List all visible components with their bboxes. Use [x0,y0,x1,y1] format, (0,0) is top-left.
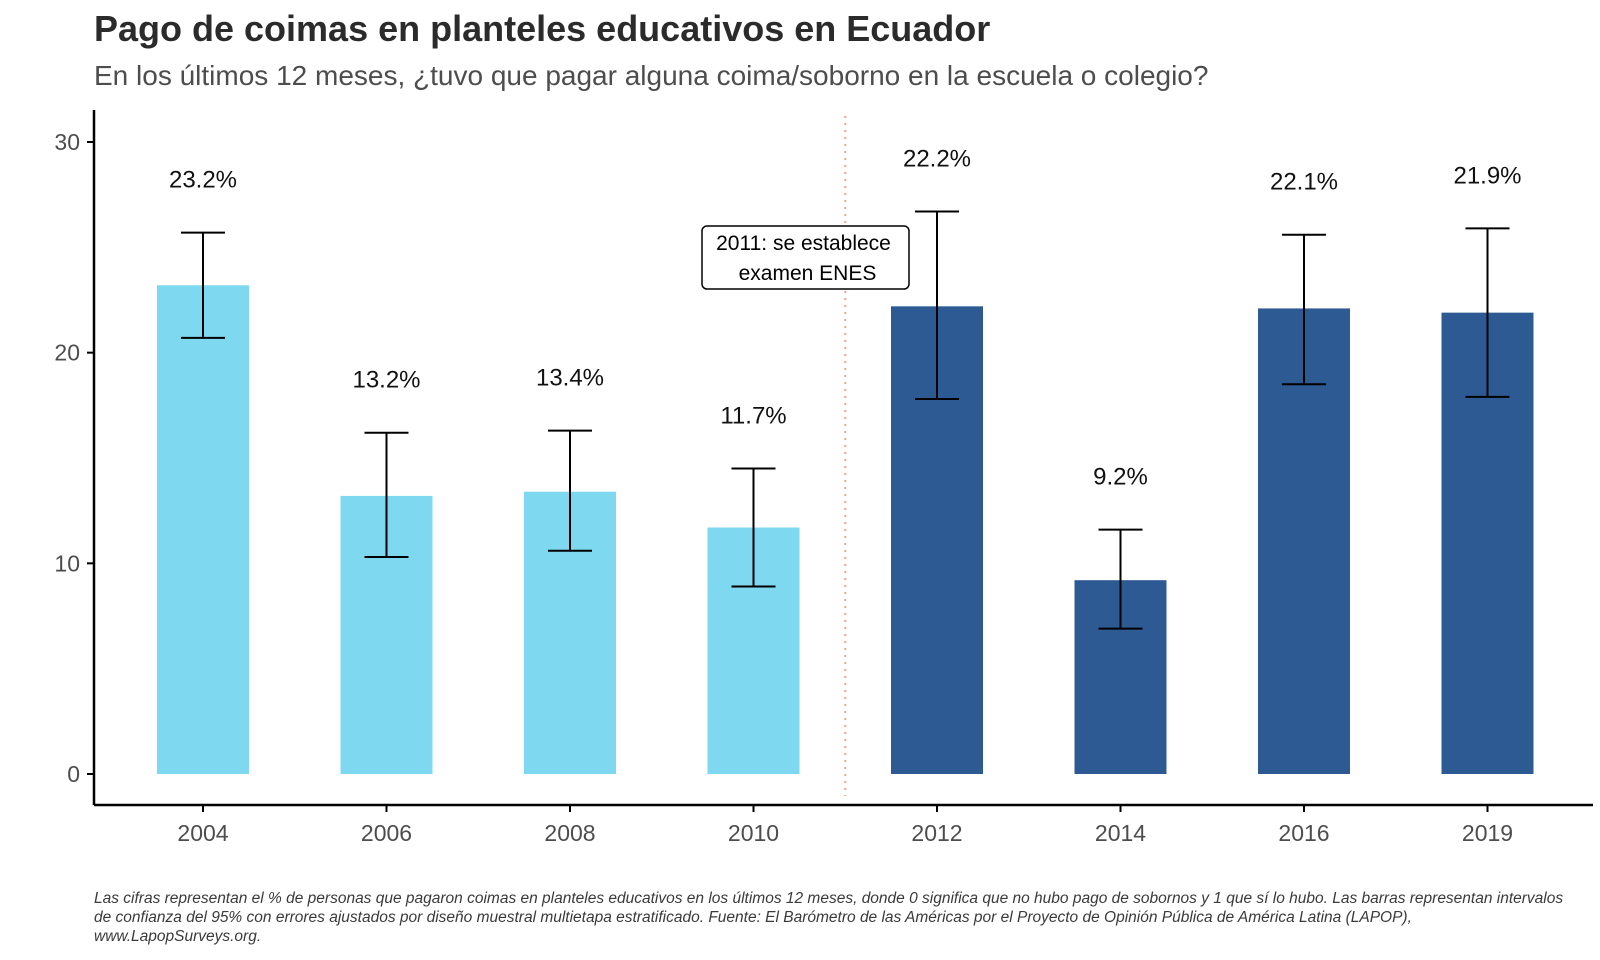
x-tick-label: 2019 [1462,820,1513,846]
value-label-2016: 22.1% [1270,169,1338,196]
y-axis: 0 10 20 30 [54,110,96,805]
annotation-line-1: 2011: se establece [716,232,891,255]
y-tick-label: 30 [54,129,80,155]
x-tick-label: 2008 [544,820,595,846]
bars [157,285,1534,774]
annotation-box [701,225,910,290]
value-labels: 23.2% 13.2% 13.4% 11.7% 22.2% 9.2% 22.1% 21.9% [169,146,1522,491]
error-bars [181,210,1510,630]
value-label-2014: 9.2% [1093,464,1148,491]
y-tick-label: 0 [67,761,80,787]
bar-chart: 0 10 20 30 2004 2006 2008 2010 2012 2014 2016 2019… [54,110,1593,846]
chart-caption: Las cifras representan el % de personas … [94,890,1564,945]
x-axis: 2004 2006 2008 2010 2012 2014 2016 2019 [94,803,1593,846]
value-label-2008: 13.4% [536,365,604,392]
bar-2004 [157,285,249,774]
value-label-2010: 11.7% [720,403,786,430]
y-tick-label: 20 [54,340,80,366]
chart-subtitle: En los últimos 12 meses, ¿tuvo que pagar… [94,60,1209,91]
x-tick-label: 2012 [911,820,962,846]
annotation-line-2: examen ENES [739,262,877,285]
x-tick-label: 2010 [728,820,779,846]
bar-2016 [1258,308,1350,774]
x-tick-label: 2014 [1095,820,1146,846]
value-label-2019: 21.9% [1453,162,1521,189]
y-tick-label: 10 [54,550,80,576]
value-label-2006: 13.2% [352,367,420,394]
x-tick-label: 2006 [361,820,412,846]
value-label-2004: 23.2% [169,167,237,194]
chart-title: Pago de coimas en planteles educativos e… [94,8,991,49]
x-tick-label: 2016 [1278,820,1329,846]
value-label-2012: 22.2% [903,146,971,173]
reference-line-group: 2011: se establece examen ENES [701,116,910,796]
x-tick-label: 2004 [177,820,228,846]
